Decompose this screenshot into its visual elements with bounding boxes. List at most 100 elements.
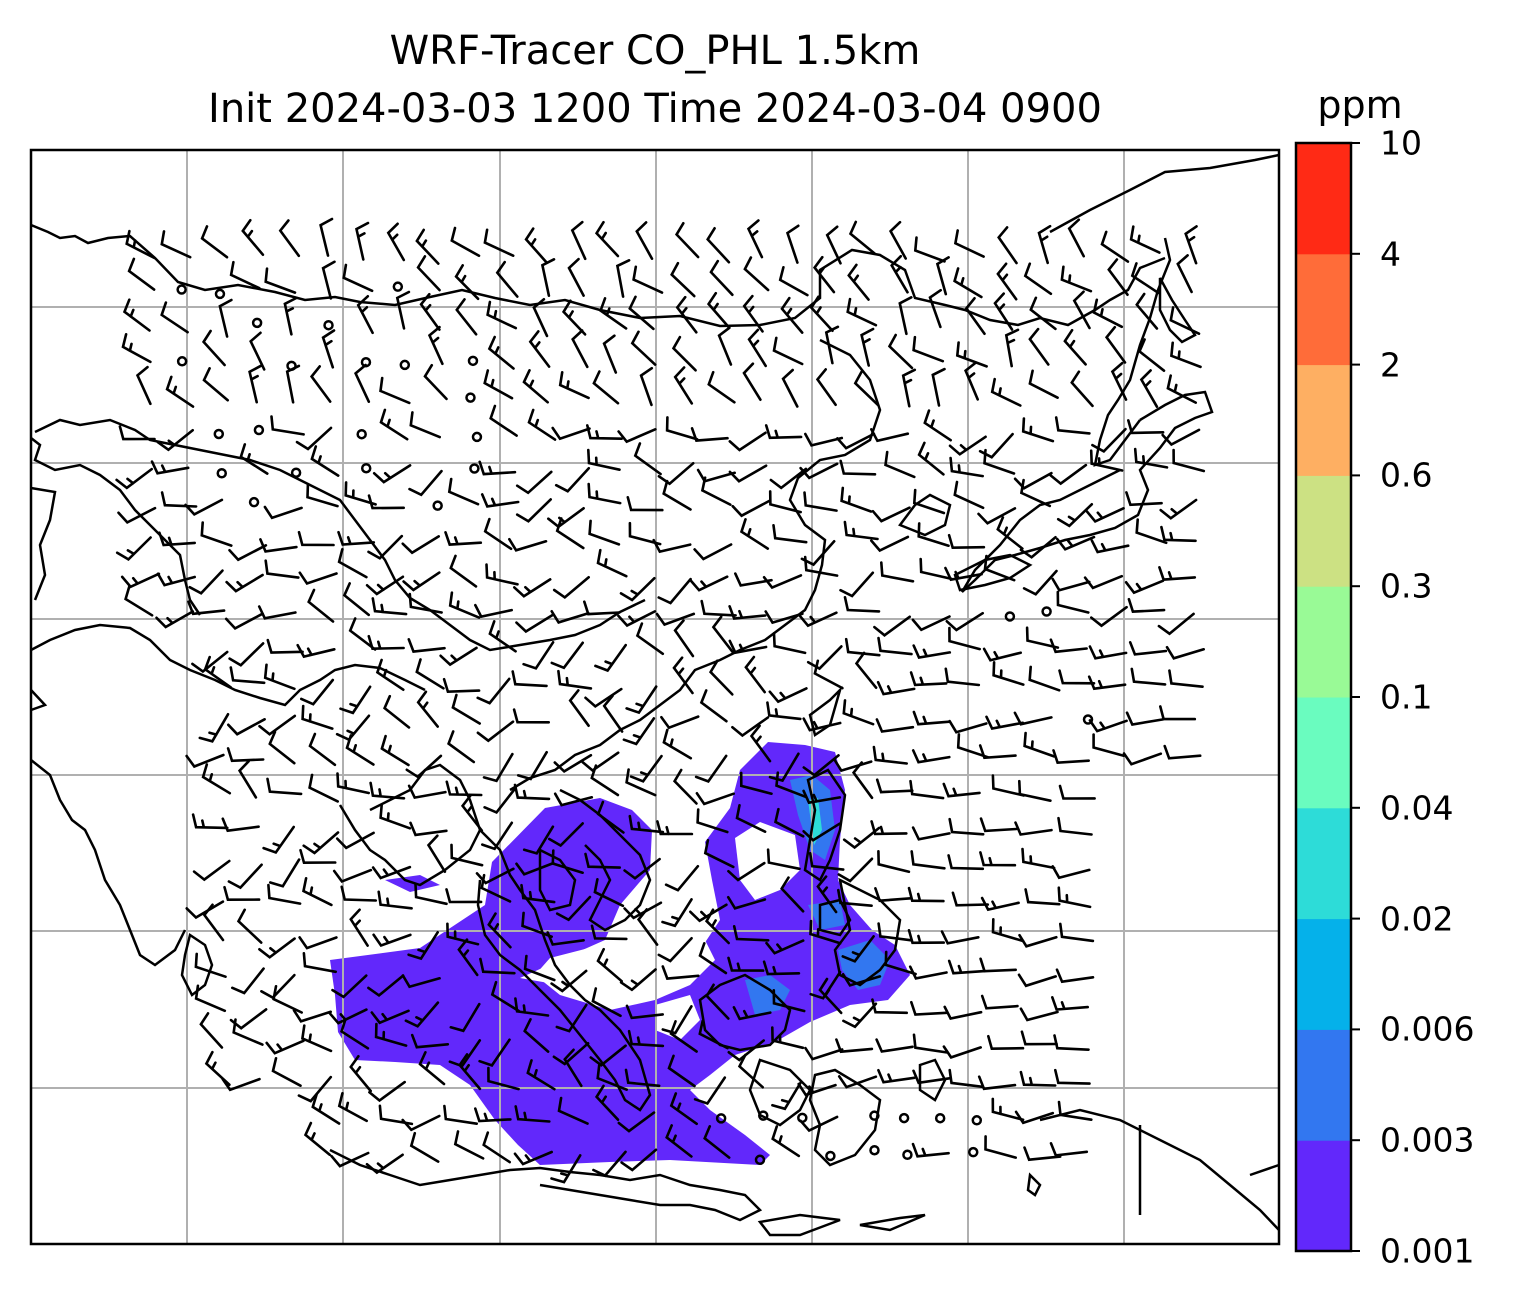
wind-barb	[156, 572, 196, 587]
wind-barb	[380, 734, 410, 767]
wind-barb	[985, 715, 1025, 730]
colorbar-segment	[1296, 1029, 1351, 1141]
wind-barb	[923, 409, 952, 442]
map-title-line1: WRF-Tracer CO_PHL 1.5km	[389, 28, 921, 74]
wind-barb	[880, 561, 915, 583]
wind-barb	[977, 1075, 1017, 1091]
wind-calm-marker	[360, 462, 372, 474]
wind-barb	[268, 730, 296, 765]
wind-barb	[475, 867, 515, 885]
wind-barb	[877, 1068, 916, 1084]
wind-barb	[803, 491, 838, 512]
wind-barb	[815, 368, 837, 407]
wind-barb	[1091, 427, 1127, 454]
wind-barb	[1122, 752, 1163, 766]
wind-barb	[672, 768, 698, 805]
wind-barb	[402, 571, 441, 592]
wind-barb	[588, 519, 621, 546]
wind-barb	[944, 566, 983, 582]
wind-calm-marker	[1004, 611, 1016, 622]
wind-barb	[877, 922, 913, 942]
wind-barb	[1130, 262, 1160, 295]
wind-barb	[728, 605, 767, 620]
wind-barb	[278, 219, 301, 258]
wind-barb	[625, 685, 658, 715]
wind-barb	[480, 873, 512, 903]
wind-barb	[884, 450, 916, 479]
wind-barb	[522, 641, 555, 670]
wind-barb	[427, 325, 444, 366]
wind-barb	[1088, 645, 1128, 660]
wind-barb	[907, 886, 945, 903]
wind-barb	[635, 622, 665, 656]
wind-barb	[1133, 447, 1169, 469]
wind-barb	[944, 667, 981, 687]
wind-barb	[513, 783, 551, 801]
wind-barb	[772, 989, 806, 1013]
wind-barb	[655, 612, 696, 627]
wind-calm-marker	[758, 1110, 769, 1121]
wind-barb	[310, 445, 340, 477]
wind-barb	[227, 863, 263, 890]
wind-barb	[704, 908, 730, 945]
wind-barb	[625, 1004, 664, 1020]
wind-barb	[512, 708, 550, 724]
wind-barb	[661, 898, 693, 928]
wind-barb	[1014, 1110, 1055, 1125]
colorbar-tick-label: 0.6	[1380, 455, 1433, 495]
colorbar-tick-label: 0.3	[1380, 566, 1433, 606]
wind-barb	[331, 974, 368, 999]
wind-barb	[229, 260, 261, 290]
wind-barb	[374, 1022, 408, 1047]
wind-barb	[619, 576, 656, 602]
wind-barb	[239, 443, 269, 475]
colorbar-segment	[1296, 364, 1351, 476]
wind-barb	[840, 486, 873, 513]
wind-barb	[237, 760, 258, 799]
wind-barb	[979, 817, 1018, 833]
wind-barb	[460, 794, 484, 832]
colorbar-tick-label: 2	[1380, 345, 1401, 385]
wind-barb	[797, 1082, 837, 1097]
wind-barb	[766, 701, 802, 721]
wind-barb	[785, 224, 800, 264]
wind-barb	[602, 334, 618, 374]
wind-barb	[522, 825, 555, 855]
wind-barb	[949, 456, 984, 478]
wind-barb	[447, 730, 476, 764]
colorbar-tick-label: 0.006	[1380, 1009, 1475, 1049]
wind-barb	[547, 507, 585, 529]
wind-barb	[877, 636, 913, 656]
wind-barb	[311, 1093, 341, 1125]
wind-barb	[996, 516, 1024, 550]
wind-barb	[742, 362, 762, 401]
wind-barb	[764, 424, 803, 440]
wind-barb	[198, 713, 230, 743]
wind-barb	[590, 764, 620, 797]
wind-barb	[1051, 996, 1089, 1011]
wind-barb	[450, 843, 484, 867]
wind-barb	[203, 655, 232, 689]
wind-barb	[695, 792, 735, 806]
wind-barb	[912, 1033, 948, 1054]
wind-barb	[799, 1115, 839, 1133]
wind-barb	[481, 821, 514, 851]
wind-barb	[386, 222, 406, 262]
wind-barb	[699, 689, 728, 723]
wind-barb	[762, 574, 803, 590]
wind-barb	[486, 300, 518, 330]
wind-barb	[200, 225, 229, 259]
wind-barb	[160, 230, 192, 259]
wind-barb	[160, 491, 198, 508]
wind-barb	[155, 610, 195, 629]
wind-barb	[870, 535, 910, 553]
map-title-line2: Init 2024-03-03 1200 Time 2024-03-04 090…	[208, 86, 1102, 132]
wind-barb	[1004, 328, 1020, 368]
wind-barb	[407, 784, 447, 800]
wind-barb	[662, 728, 693, 760]
wind-barb	[552, 576, 590, 600]
wind-barb	[1056, 590, 1090, 614]
wind-barb	[955, 341, 988, 368]
wind-barb	[446, 922, 480, 946]
wind-barb	[771, 1026, 805, 1050]
